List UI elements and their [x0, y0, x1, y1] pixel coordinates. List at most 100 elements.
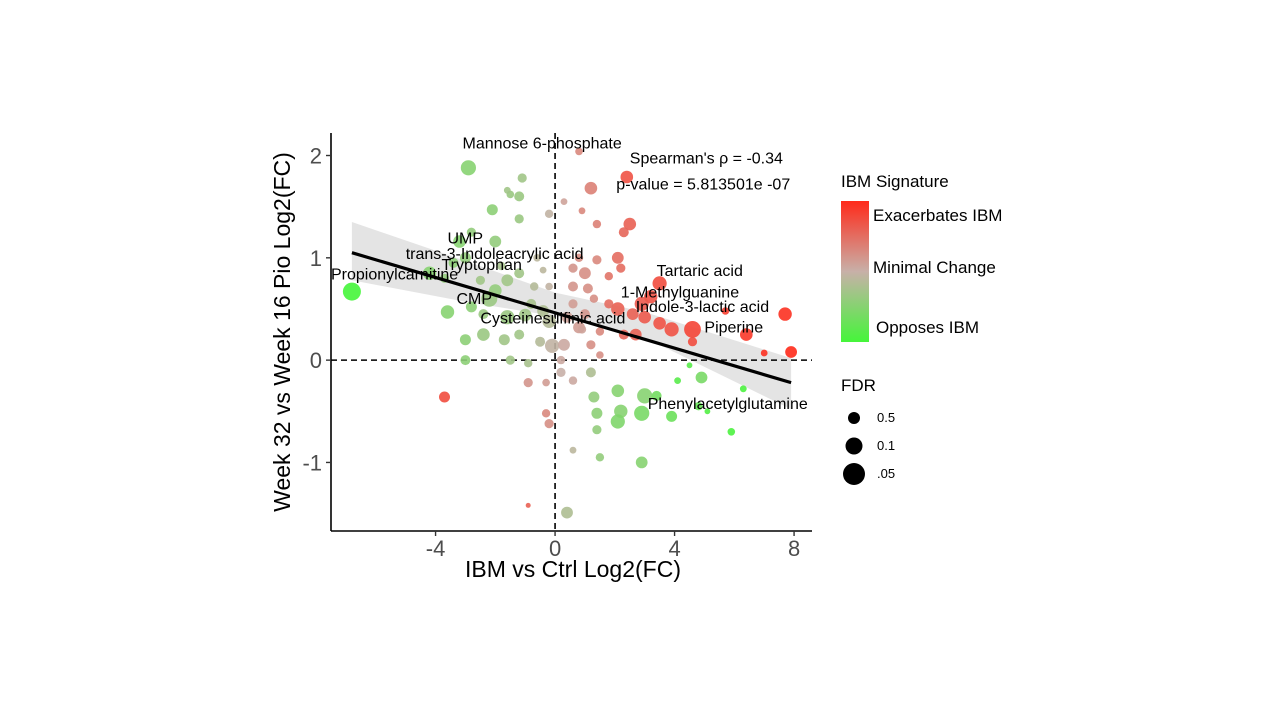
data-point — [778, 307, 792, 321]
data-point — [592, 425, 602, 435]
point-label: p-value = 5.813501e -07 — [616, 176, 790, 193]
data-point — [585, 367, 596, 378]
data-point — [694, 402, 703, 411]
points-layer — [342, 147, 797, 519]
data-point — [514, 191, 525, 202]
data-point — [568, 263, 578, 273]
size-legend-label-1: 0.1 — [877, 438, 895, 453]
data-point — [544, 209, 554, 218]
size-legend-dot-large — [843, 463, 865, 485]
data-point — [586, 340, 596, 350]
data-point — [592, 219, 602, 229]
color-legend-bar — [841, 201, 869, 342]
data-point — [721, 307, 730, 315]
size-legend-label-0: 0.5 — [877, 410, 895, 425]
data-point — [578, 207, 586, 215]
data-point — [653, 317, 666, 330]
data-point — [497, 261, 506, 271]
data-point — [459, 334, 471, 346]
data-point — [459, 252, 471, 264]
data-point — [500, 310, 515, 325]
data-point — [448, 257, 459, 268]
point-label: Piperine — [704, 320, 763, 337]
data-point — [686, 362, 693, 369]
point-label: Indole-3-lactic acid — [636, 299, 769, 316]
legend-label-minimal: Minimal Change — [873, 258, 996, 277]
data-point — [611, 384, 625, 398]
data-point — [626, 308, 639, 320]
reference-lines — [331, 133, 812, 531]
point-label: 1-Methylguanine — [621, 285, 739, 302]
data-point — [465, 301, 477, 313]
data-point — [574, 253, 584, 262]
data-point — [727, 428, 736, 436]
data-point — [610, 414, 625, 429]
x-tick-label: -4 — [426, 536, 446, 561]
data-point — [595, 327, 605, 336]
color-legend-title: IBM Signature — [841, 172, 949, 191]
data-point — [486, 204, 498, 216]
data-point — [514, 268, 525, 279]
data-point — [523, 378, 533, 388]
size-legend-title: FDR — [841, 376, 876, 395]
data-point — [541, 409, 551, 418]
data-point — [535, 336, 546, 347]
y-axis-title: Week 32 vs Week 16 Pio Log2(FC) — [269, 152, 295, 512]
data-point — [440, 305, 455, 319]
data-point — [558, 338, 570, 351]
size-legend-dot-medium — [845, 437, 863, 455]
data-point — [582, 283, 593, 294]
data-point — [524, 359, 533, 368]
data-point — [652, 276, 667, 291]
data-point — [785, 346, 797, 358]
legend-label-opposes: Opposes IBM — [876, 318, 979, 337]
data-point — [579, 309, 590, 320]
annotation-layer: Mannose 6-phosphate Spearman's ρ = -0.34 p… — [331, 135, 808, 413]
data-point — [342, 282, 361, 301]
data-point — [575, 147, 583, 156]
data-point — [604, 299, 614, 309]
data-point — [530, 282, 539, 291]
x-tick-label: 8 — [788, 536, 800, 561]
data-point — [539, 266, 547, 274]
data-point — [569, 446, 577, 454]
point-label: Phenylacetylglutamine — [648, 396, 808, 413]
data-point — [533, 253, 541, 262]
data-point — [635, 456, 648, 469]
data-point — [664, 322, 679, 337]
data-point — [687, 337, 698, 347]
color-legend: IBM Signature Exacerbates IBM Minimal Ch… — [841, 172, 1002, 342]
data-point — [501, 274, 514, 287]
data-point — [568, 299, 578, 309]
y-tick-label: 1 — [310, 246, 322, 271]
data-point — [611, 302, 625, 316]
data-point — [518, 308, 532, 322]
size-legend-dot-small — [848, 412, 860, 424]
x-axis-title: IBM vs Ctrl Log2(FC) — [465, 556, 681, 582]
data-point — [489, 235, 502, 248]
data-point — [637, 388, 653, 404]
data-point — [453, 235, 466, 248]
data-point — [544, 419, 554, 429]
size-legend-label-2: .05 — [877, 466, 895, 481]
legend-label-exacerbates: Exacerbates IBM — [873, 206, 1002, 225]
point-label: CMP — [457, 291, 493, 308]
data-point — [475, 275, 485, 285]
data-point — [514, 214, 524, 224]
data-point — [460, 355, 471, 366]
y-tick-label: -1 — [302, 450, 322, 475]
x-tick-label: 4 — [668, 536, 680, 561]
x-tick-label: 0 — [549, 536, 561, 561]
size-legend: FDR 0.5 0.1 .05 — [841, 376, 895, 485]
data-point — [525, 502, 531, 508]
data-point — [616, 263, 626, 273]
data-point — [596, 351, 604, 359]
data-point — [638, 310, 651, 324]
data-point — [740, 328, 753, 341]
data-point — [620, 170, 634, 184]
point-label: Propionylcarnitine — [331, 266, 458, 283]
data-point — [556, 367, 566, 377]
point-label: UMP — [448, 231, 484, 248]
data-point — [561, 506, 573, 519]
data-point — [634, 296, 649, 311]
